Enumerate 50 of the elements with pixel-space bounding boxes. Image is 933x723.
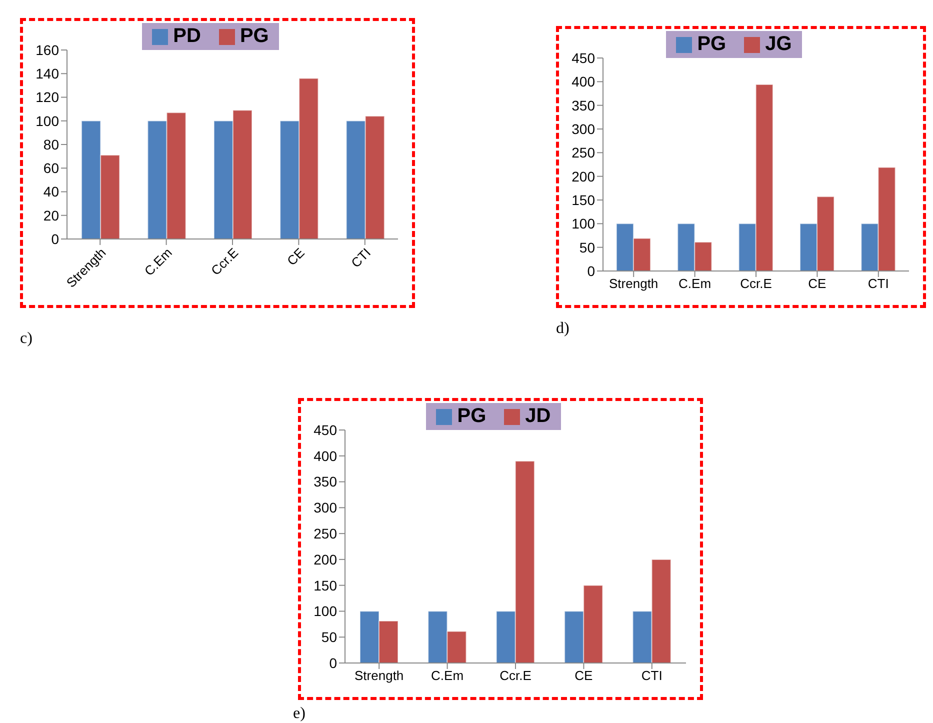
- y-tick-label: 0: [329, 654, 338, 671]
- y-tick-label: 80: [43, 136, 60, 152]
- x-tick-label: CTI: [348, 245, 374, 270]
- x-tick-label: C.Em: [431, 668, 464, 684]
- legend-label: PG: [238, 25, 269, 48]
- y-tick-label: 150: [572, 192, 596, 208]
- legend-label: JG: [764, 33, 792, 56]
- y-tick-label: 450: [314, 422, 338, 438]
- y-tick-label: 160: [36, 42, 60, 58]
- y-tick-label: 450: [572, 50, 596, 66]
- text: d): [556, 320, 570, 338]
- y-tick-label: 50: [321, 629, 338, 646]
- x-tick-label: CE: [574, 668, 594, 684]
- y-tick-label: 400: [572, 74, 596, 90]
- legend-label: PG: [696, 33, 726, 56]
- y-tick-label: 300: [314, 500, 338, 516]
- x-tick-label: CE: [284, 244, 308, 268]
- y-tick-label: 40: [43, 184, 60, 200]
- x-tick-label: CE: [808, 276, 827, 292]
- y-tick-label: 150: [314, 577, 338, 594]
- x-tick-label: CTI: [868, 276, 889, 292]
- legend-label: PG: [456, 405, 486, 428]
- x-tick-label: Ccr.E: [500, 668, 532, 684]
- y-tick-label: 200: [314, 551, 338, 568]
- x-tick-label: C.Em: [678, 276, 712, 292]
- y-tick-label: 250: [572, 144, 596, 161]
- y-tick-label: 350: [572, 97, 596, 114]
- y-tick-label: 100: [314, 603, 338, 620]
- x-tick-label: Strength: [354, 668, 404, 684]
- y-tick-label: 100: [572, 216, 596, 232]
- x-tick-label: Strength: [609, 276, 658, 292]
- y-tick-label: 0: [51, 230, 60, 247]
- x-tick-label: CTI: [641, 668, 662, 684]
- y-tick-label: 300: [572, 120, 596, 137]
- y-tick-label: 120: [36, 89, 60, 106]
- y-tick-label: 100: [36, 112, 60, 129]
- y-tick-label: 400: [314, 448, 338, 464]
- legend-label: JD: [524, 405, 551, 428]
- y-tick-label: 0: [587, 262, 596, 279]
- text: e): [293, 705, 306, 723]
- y-tick-label: 250: [314, 526, 338, 542]
- y-tick-label: 200: [572, 168, 596, 184]
- y-tick-label: 60: [43, 160, 60, 176]
- y-tick-label: 350: [314, 474, 338, 490]
- text: c): [20, 330, 32, 348]
- x-tick-label: Ccr.E: [740, 276, 772, 292]
- y-tick-label: 50: [579, 239, 596, 256]
- y-tick-label: 140: [36, 66, 60, 82]
- legend-label: PD: [172, 25, 201, 48]
- y-tick-label: 20: [43, 207, 60, 224]
